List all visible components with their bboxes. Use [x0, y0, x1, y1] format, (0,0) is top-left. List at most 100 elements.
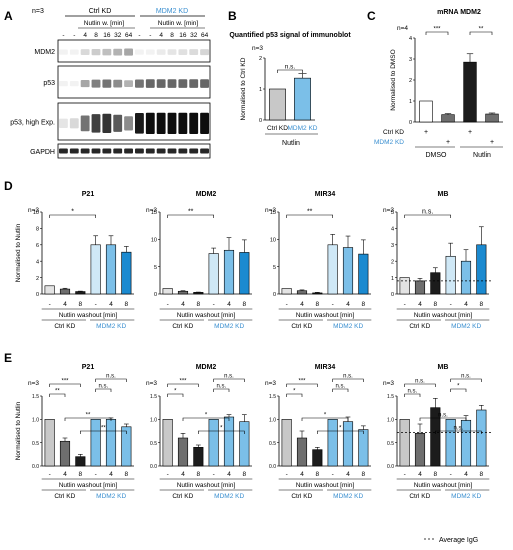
blot-band	[80, 115, 90, 132]
blot-band	[156, 49, 166, 55]
group-label: MDM2 KD	[96, 323, 126, 330]
nutlin-header-mdm2: Nutlin w. [min]	[158, 20, 199, 27]
category-label: MDM2 KD	[288, 125, 318, 132]
lane-label: -	[149, 32, 151, 39]
row-label-ctrl: Ctrl KD	[383, 129, 404, 136]
x-tick-label: 8	[480, 471, 484, 478]
blot-band	[59, 118, 68, 129]
group-label: Ctrl KD	[409, 493, 430, 500]
x-tick-label: -	[49, 471, 51, 478]
x-tick-label: 4	[464, 301, 468, 308]
blot-band	[91, 79, 101, 88]
significance-bracket	[198, 430, 245, 434]
significance-bracket	[167, 214, 214, 218]
lane-label: 32	[114, 32, 122, 39]
panel-letter-d: D	[4, 179, 13, 193]
panel-letter-a: A	[4, 9, 13, 23]
x-tick-label: -	[95, 301, 97, 308]
group-label: Nutlin	[473, 152, 491, 159]
y-tick-label: 10	[151, 238, 157, 244]
blot-band	[167, 49, 177, 55]
x-tick-label: 4	[109, 471, 113, 478]
blot-band	[135, 79, 144, 88]
x-tick-label: 8	[362, 301, 366, 308]
significance-label: n.s.	[453, 426, 463, 432]
blot-n-label: n=3	[32, 8, 44, 15]
blot-band	[59, 80, 68, 87]
bar	[342, 421, 354, 467]
significance-bracket	[49, 383, 81, 387]
panel-letter-e: E	[4, 351, 12, 365]
bar	[294, 77, 311, 121]
x-tick-label: 8	[197, 301, 201, 308]
significance-bracket	[95, 378, 127, 382]
blot-band	[135, 148, 144, 154]
significance-bracket	[80, 430, 127, 434]
n-label: n=3	[28, 380, 39, 387]
x-tick-label: 4	[346, 471, 350, 478]
x-axis-label: Nutlin washout [min]	[177, 482, 236, 489]
bar	[75, 291, 86, 295]
x-tick-label: -	[286, 301, 288, 308]
bar	[269, 88, 286, 121]
bar	[208, 419, 219, 467]
significance-bracket	[332, 388, 349, 392]
significance-bracket	[167, 393, 184, 397]
chart-title: MIR34	[315, 364, 336, 371]
y-tick-label: 1.5	[387, 394, 394, 400]
plus-sign: +	[446, 139, 450, 146]
bar	[445, 419, 456, 467]
nutlin-header-ctrl: Nutlin w. [min]	[84, 20, 125, 27]
x-tick-label: 8	[434, 471, 438, 478]
n-label: n=3	[146, 380, 157, 387]
significance-label: **	[479, 27, 484, 33]
ctrl-kd-header: Ctrl KD	[89, 8, 112, 15]
chart-title: MB	[438, 191, 449, 198]
lane-label: -	[73, 32, 75, 39]
y-tick-label: 2	[391, 259, 394, 265]
lane-label: 64	[201, 32, 209, 39]
x-tick-label: 4	[464, 471, 468, 478]
x-tick-label: 4	[346, 301, 350, 308]
x-axis-label: Nutlin washout [min]	[59, 482, 118, 489]
blot-band	[80, 80, 90, 88]
significance-bracket	[286, 214, 333, 218]
significance-bracket	[167, 383, 199, 387]
chart-title: P21	[82, 191, 95, 198]
n-label: n=3	[265, 380, 276, 387]
chart-title: MDM2	[196, 191, 217, 198]
bar	[239, 421, 250, 467]
significance-bracket	[450, 378, 482, 382]
y-tick-label: 15	[270, 210, 276, 216]
lane-label: 4	[83, 32, 87, 39]
x-tick-label: -	[167, 471, 169, 478]
significance-bracket	[286, 393, 303, 397]
significance-bracket	[182, 417, 230, 421]
n-label: n=3	[383, 380, 394, 387]
significance-label: n.s.	[343, 374, 353, 380]
x-axis-label: Nutlin washout [min]	[59, 312, 118, 319]
bar	[399, 419, 410, 467]
significance-bracket	[213, 388, 230, 392]
significance-label: n.s.	[216, 384, 226, 390]
significance-label: n.s.	[438, 413, 448, 419]
n-label: n=3	[265, 207, 276, 214]
x-tick-label: 8	[243, 301, 247, 308]
blot-band	[102, 113, 112, 133]
y-tick-label: 0	[259, 118, 262, 124]
row-label-mdm2: MDM2 KD	[374, 139, 404, 146]
y-tick-label: 2	[409, 78, 412, 84]
x-tick-label: 8	[125, 301, 129, 308]
significance-bracket	[301, 417, 349, 421]
lane-label: -	[62, 32, 64, 39]
blot-band	[135, 49, 144, 55]
bar	[485, 113, 499, 123]
x-tick-label: -	[404, 301, 406, 308]
x-tick-label: -	[213, 301, 215, 308]
blot-band	[189, 49, 199, 56]
significance-label: n.s.	[285, 64, 296, 71]
significance-bracket	[49, 214, 96, 218]
lane-label: 32	[190, 32, 198, 39]
